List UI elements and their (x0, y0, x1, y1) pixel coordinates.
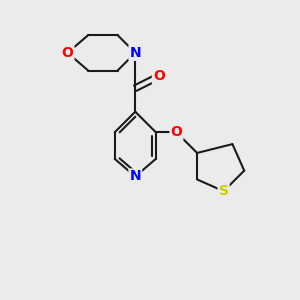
Text: N: N (130, 46, 141, 60)
Text: O: O (61, 46, 74, 60)
Text: O: O (153, 69, 165, 83)
Text: O: O (171, 125, 182, 139)
Text: N: N (130, 169, 141, 184)
Text: S: S (219, 184, 229, 198)
